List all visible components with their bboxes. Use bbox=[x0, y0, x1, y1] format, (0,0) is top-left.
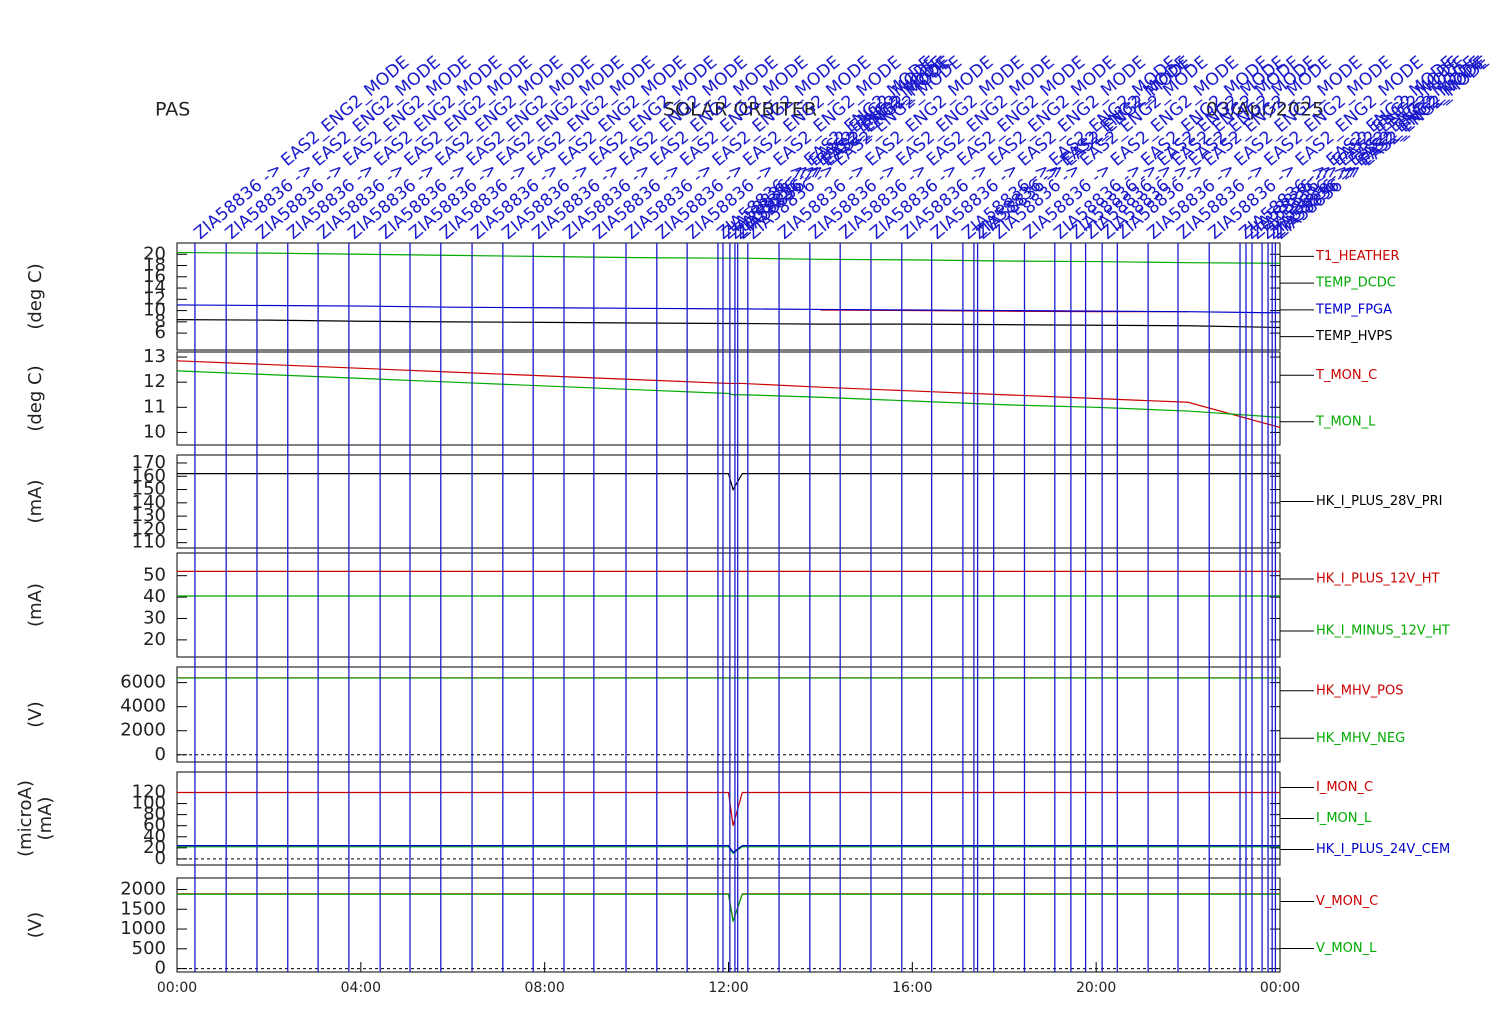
series-line bbox=[176, 370, 1281, 418]
series-line bbox=[177, 473, 1280, 492]
legend-label: TEMP_DCDC bbox=[1315, 276, 1396, 291]
x-tick-label: 04:00 bbox=[341, 980, 381, 996]
panel-frame bbox=[176, 666, 1281, 763]
y-axis-label: (mA) bbox=[25, 480, 46, 524]
y-tick-label: 6000 bbox=[120, 672, 166, 693]
x-tick-label: 00:00 bbox=[1260, 980, 1300, 996]
y-tick-label: 10 bbox=[143, 300, 166, 321]
y-axis-label: (deg C) bbox=[25, 263, 46, 329]
series-line bbox=[177, 893, 1280, 922]
y-tick-label: 60 bbox=[143, 815, 166, 836]
panel-frame bbox=[176, 351, 1281, 446]
x-tick-label: 00:00 bbox=[157, 980, 197, 996]
x-tick-label: 08:00 bbox=[524, 980, 564, 996]
y-tick-label: 13 bbox=[143, 346, 166, 367]
y-tick-label: 30 bbox=[143, 607, 166, 628]
y-tick-label: 160 bbox=[132, 465, 166, 486]
y-tick-label: 500 bbox=[132, 938, 166, 959]
panel-frame bbox=[176, 771, 1281, 866]
y-tick-label: 130 bbox=[132, 505, 166, 526]
series-line bbox=[177, 845, 1280, 854]
y-tick-label: 40 bbox=[143, 586, 166, 607]
series-line bbox=[177, 846, 1280, 855]
series-line bbox=[176, 318, 1281, 329]
legend-label: HK_I_MINUS_12V_HT bbox=[1316, 624, 1450, 639]
legend-label: HK_MHV_NEG bbox=[1316, 731, 1405, 746]
x-tick-label: 16:00 bbox=[892, 980, 932, 996]
y-tick-label: 0 bbox=[155, 958, 166, 979]
series-line bbox=[177, 893, 1280, 922]
y-tick-label: 2000 bbox=[120, 720, 166, 741]
header-left: PAS bbox=[155, 99, 190, 121]
y-axis-label: (V) bbox=[25, 701, 46, 727]
y-tick-label: 0 bbox=[155, 744, 166, 765]
y-tick-label: 16 bbox=[143, 266, 166, 287]
y-tick-label: 1500 bbox=[120, 898, 166, 919]
legend-label: HK_MHV_POS bbox=[1316, 683, 1404, 698]
y-tick-label: 120 bbox=[132, 518, 166, 539]
y-tick-label: 20 bbox=[143, 629, 166, 650]
legend-label: T1_HEATHER bbox=[1315, 249, 1400, 264]
legend-label: T_MON_L bbox=[1315, 414, 1376, 429]
series-line bbox=[176, 304, 1281, 314]
y-tick-label: 150 bbox=[132, 479, 166, 500]
y-axis-label: (mA) bbox=[25, 583, 46, 627]
legend-label: HK_I_PLUS_24V_CEM bbox=[1316, 842, 1450, 857]
panel-frame bbox=[176, 552, 1281, 658]
legend-label: TEMP_FPGA bbox=[1315, 302, 1392, 317]
y-tick-label: 120 bbox=[132, 781, 166, 802]
y-tick-label: 6 bbox=[155, 322, 166, 343]
y-tick-label: 1000 bbox=[120, 918, 166, 939]
y-tick-label: 12 bbox=[143, 288, 166, 309]
legend-label: HK_I_PLUS_12V_HT bbox=[1316, 572, 1440, 587]
header-center: SOLAR ORBITER bbox=[663, 99, 817, 121]
y-tick-label: 20 bbox=[143, 243, 166, 264]
panel-frame bbox=[176, 242, 1281, 351]
y-tick-label: 0 bbox=[155, 848, 166, 869]
y-tick-label: 11 bbox=[143, 396, 166, 417]
series-line bbox=[176, 360, 1281, 428]
legend-label: V_MON_C bbox=[1316, 894, 1378, 909]
legend-label: HK_I_PLUS_28V_PRI bbox=[1316, 494, 1442, 509]
y-tick-label: 14 bbox=[143, 277, 166, 298]
y-tick-label: 12 bbox=[143, 371, 166, 392]
y-tick-label: 2000 bbox=[120, 878, 166, 899]
y-tick-label: 170 bbox=[132, 452, 166, 473]
header-right: 03/Apr/2025 bbox=[1206, 99, 1324, 121]
y-tick-label: 80 bbox=[143, 804, 166, 825]
legend-label: I_MON_C bbox=[1316, 780, 1373, 795]
y-tick-label: 50 bbox=[143, 565, 166, 586]
y-tick-label: 100 bbox=[132, 793, 166, 814]
panel-frame bbox=[176, 454, 1281, 549]
y-tick-label: 10 bbox=[143, 421, 166, 442]
y-axis-label: (deg C) bbox=[25, 365, 46, 431]
series-line bbox=[177, 791, 1280, 826]
y-tick-label: 140 bbox=[132, 492, 166, 513]
y-tick-label: 18 bbox=[143, 255, 166, 276]
series-line bbox=[176, 251, 1281, 264]
y-axis-label: (mA) bbox=[35, 797, 56, 841]
y-tick-label: 40 bbox=[143, 826, 166, 847]
y-axis-label: (microA) bbox=[15, 780, 36, 857]
panel-frame bbox=[176, 877, 1281, 973]
y-tick-label: 110 bbox=[132, 532, 166, 553]
x-tick-label: 12:00 bbox=[708, 980, 748, 996]
y-tick-label: 20 bbox=[143, 837, 166, 858]
y-tick-label: 8 bbox=[155, 311, 166, 332]
legend-label: TEMP_HVPS bbox=[1315, 329, 1392, 344]
legend-label: T_MON_C bbox=[1315, 368, 1377, 383]
y-tick-label: 4000 bbox=[120, 696, 166, 717]
legend-label: V_MON_L bbox=[1316, 941, 1377, 956]
x-tick-label: 20:00 bbox=[1076, 980, 1116, 996]
legend-label: I_MON_L bbox=[1316, 811, 1372, 826]
y-axis-label: (V) bbox=[25, 912, 46, 938]
